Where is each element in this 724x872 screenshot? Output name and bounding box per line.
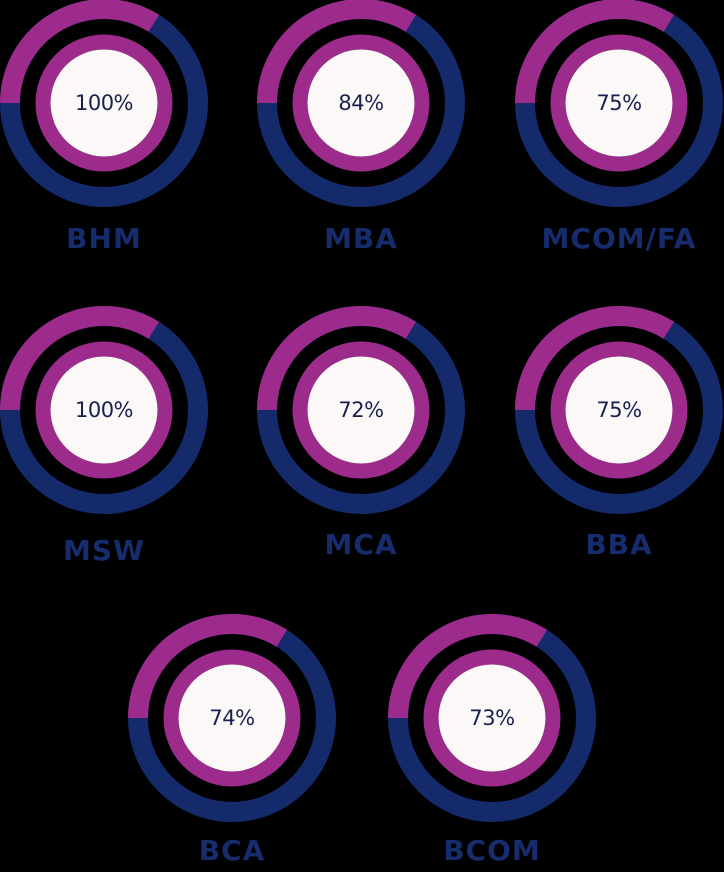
outer-ring-highlight bbox=[388, 614, 548, 719]
program-label: BBA bbox=[585, 528, 653, 561]
inner-ring bbox=[550, 341, 688, 479]
percentage-value: 74% bbox=[209, 706, 255, 730]
outer-ring-highlight bbox=[257, 0, 417, 104]
percentage-value: 72% bbox=[338, 398, 384, 422]
outer-ring-highlight bbox=[515, 306, 675, 411]
donut-mca: 72% bbox=[257, 306, 465, 514]
donut-bhm: 100% bbox=[0, 0, 208, 207]
donut-mcom-fa: 75% bbox=[515, 0, 723, 207]
program-label: BHM bbox=[66, 222, 142, 255]
donut-bba: 75% bbox=[515, 306, 723, 514]
inner-ring bbox=[292, 34, 430, 172]
outer-ring-highlight bbox=[257, 306, 417, 411]
center-disc bbox=[178, 664, 286, 772]
percentage-value: 73% bbox=[469, 706, 515, 730]
donut-bca: 74% bbox=[128, 614, 336, 822]
percentage-value: 75% bbox=[596, 91, 642, 115]
program-label: BCA bbox=[198, 834, 266, 867]
outer-ring-highlight bbox=[0, 306, 160, 411]
program-label: MSW bbox=[63, 534, 145, 567]
donut-msw: 100% bbox=[0, 306, 208, 514]
center-disc bbox=[307, 356, 415, 464]
donut-bcom: 73% bbox=[388, 614, 596, 822]
inner-ring bbox=[35, 34, 173, 172]
inner-ring bbox=[292, 341, 430, 479]
percentage-value: 100% bbox=[74, 91, 134, 115]
center-disc bbox=[50, 356, 158, 464]
outer-ring-highlight bbox=[0, 0, 160, 104]
inner-ring bbox=[550, 34, 688, 172]
center-disc bbox=[565, 49, 673, 157]
percentage-value: 100% bbox=[74, 398, 134, 422]
donut-mba: 84% bbox=[257, 0, 465, 207]
program-label: MBA bbox=[324, 222, 398, 255]
percentage-value: 75% bbox=[596, 398, 642, 422]
center-disc bbox=[307, 49, 415, 157]
inner-ring bbox=[423, 649, 561, 787]
inner-ring bbox=[163, 649, 301, 787]
percentage-value: 84% bbox=[338, 91, 384, 115]
program-label: BCOM bbox=[443, 834, 541, 867]
center-disc bbox=[438, 664, 546, 772]
program-label: MCOM/FA bbox=[541, 222, 697, 255]
center-disc bbox=[565, 356, 673, 464]
outer-ring-highlight bbox=[515, 0, 675, 104]
center-disc bbox=[50, 49, 158, 157]
program-label: MCA bbox=[324, 528, 398, 561]
outer-ring-highlight bbox=[128, 614, 288, 719]
inner-ring bbox=[35, 341, 173, 479]
